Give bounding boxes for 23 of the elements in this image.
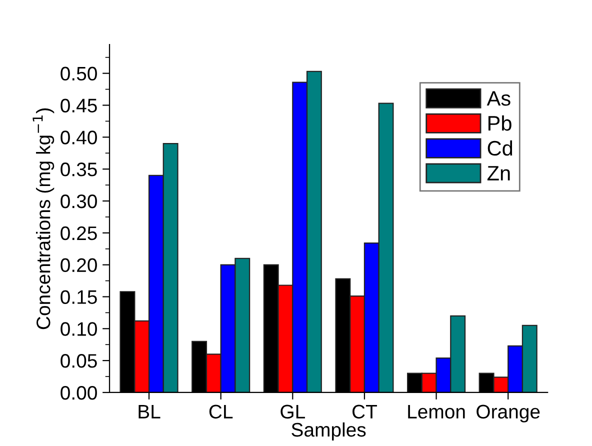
legend-label: Zn — [487, 166, 510, 180]
x-axis-title: Samples — [292, 422, 366, 441]
y-tick-label: 0.25 — [60, 226, 97, 240]
x-tick-label: CL — [209, 404, 233, 419]
x-tick-label: Lemon — [408, 405, 465, 419]
x-tick-label: GL — [280, 404, 305, 419]
legend-label: As — [486, 91, 510, 106]
x-tick-label: CT — [352, 404, 377, 419]
y-tick-label: 0.05 — [60, 354, 97, 368]
y-tick-label: 0.50 — [60, 66, 97, 81]
y-tick-label: 0.20 — [60, 258, 97, 272]
legend-label: Pb — [488, 115, 512, 131]
y-tick-label: 0.10 — [60, 322, 97, 336]
y-tick-label: 0.35 — [60, 162, 97, 176]
y-axis-title: Concentrations (mg kg$^{−1}$) — [32, 108, 54, 330]
y-tick-label: 0.00 — [60, 386, 97, 400]
y-tick-label: 0.45 — [60, 98, 97, 112]
x-tick-label: BL — [138, 405, 160, 418]
y-tick-label: 0.15 — [60, 290, 97, 304]
y-tick-label: 0.30 — [60, 194, 97, 208]
y-tick-label: 0.40 — [60, 130, 97, 144]
x-tick-label: Orange — [476, 404, 540, 422]
legend-label: Cd — [488, 140, 512, 156]
